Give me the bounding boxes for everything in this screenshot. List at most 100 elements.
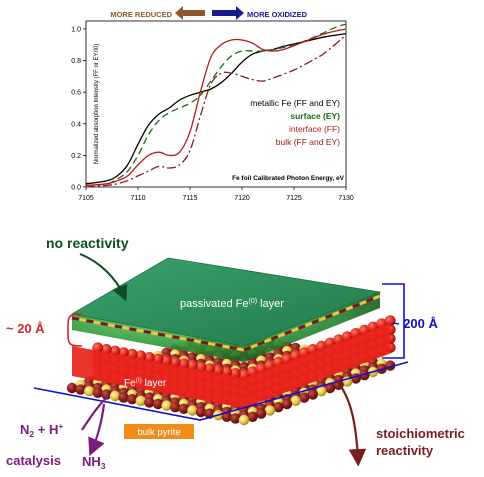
more-oxidized-indicator: MORE OXIDIZED — [212, 6, 308, 20]
legend-surface: surface (EY) — [290, 111, 340, 121]
boundary-stripe-segment — [107, 323, 116, 328]
bulk-iron-atom — [299, 392, 310, 403]
y-tick-label: 0.4 — [71, 121, 81, 128]
no-reactivity-label: no reactivity — [46, 235, 129, 251]
bulk-iron-atom — [127, 394, 138, 405]
boundary-stripe-segment — [325, 313, 333, 319]
passivated-layer-suffix: layer — [257, 298, 284, 310]
bulk-iron-atom — [152, 398, 164, 410]
x-tick-label: 7115 — [182, 195, 197, 202]
n2-subscript: 2 — [29, 429, 34, 439]
bulk-iron-atom — [170, 402, 181, 413]
bulk-iron-atom — [118, 392, 129, 403]
nh3-text: NH — [82, 454, 101, 469]
bulk-iron-atom — [256, 408, 267, 419]
boundary-stripe-segment — [365, 297, 374, 303]
sulfur-atom — [135, 395, 146, 406]
boundary-stripe-segment — [318, 316, 327, 322]
n2-text: N — [20, 422, 29, 437]
legend-metallic-fe: metallic Fe (FF and EY) — [250, 98, 340, 108]
boundary-stripe-segment — [352, 302, 361, 309]
bulk-iron-atom — [247, 411, 258, 422]
depth-20-bracket — [67, 313, 83, 347]
sulfur-atom — [290, 395, 301, 406]
passivated-layer-label: passivated Fe(0) layer — [180, 298, 284, 310]
boundary-stripe-segment — [200, 340, 209, 345]
boundary-stripe-segment — [250, 343, 259, 349]
chart-series-lines — [85, 23, 347, 188]
boundary-stripe-segment — [186, 337, 195, 343]
boundary-stripe-segment — [257, 340, 265, 346]
x-tick-label: 7120 — [234, 195, 250, 202]
left-arrow-icon — [175, 6, 205, 20]
boundary-stripe-segment — [121, 325, 130, 331]
y-tick-label: 0.2 — [71, 153, 81, 160]
more-reduced-indicator: MORE REDUCED — [110, 6, 205, 20]
boundary-stripe-segment — [291, 327, 299, 333]
boundary-stripe-segment — [93, 320, 101, 325]
boundary-stripe-segment — [129, 327, 137, 332]
depth-200-label: ~ 200 Å — [392, 316, 439, 331]
right-arrow-icon — [212, 6, 244, 20]
bulk-iron-atom — [230, 413, 241, 424]
sulfur-atom — [264, 405, 275, 416]
bulk-boundary-outline — [33, 361, 409, 421]
xanes-chart: 7105 7110 7115 7120 7125 7130 0.0 0.2 0.4 0.6 0.8 1… — [71, 6, 354, 202]
boundary-stripe-segment — [114, 324, 123, 329]
boundary-stripe-segment — [359, 300, 367, 306]
fe1-layer-label: Fe(I) layer — [124, 377, 167, 389]
bulk-iron-atom — [66, 382, 78, 394]
passivated-layer-superscript: (0) — [248, 298, 257, 305]
depth-200-bracket — [382, 283, 405, 359]
y-tick-label: 0.8 — [71, 58, 81, 65]
bulk-iron-atom — [359, 370, 370, 381]
sulfur-atom — [109, 390, 121, 402]
boundary-stripe-segment — [236, 347, 245, 352]
bulk-iron-atom — [178, 403, 189, 414]
passivated-layer-text: passivated Fe — [180, 298, 248, 310]
boundary-stripe-segment — [284, 329, 293, 336]
catalysis-label: catalysis — [6, 453, 61, 468]
fe1-layer-text: Fe — [124, 378, 136, 389]
sulfur-atom — [161, 400, 172, 411]
bulk-iron-atom — [101, 389, 112, 400]
fe1-atom — [384, 315, 396, 326]
chart-plot-frame — [85, 20, 347, 188]
bulk-iron-atom — [195, 406, 207, 418]
legend-bulk: bulk (FF and EY) — [276, 137, 340, 147]
boundary-stripe-segment — [86, 319, 94, 324]
y-tick-label: 1.0 — [71, 26, 81, 33]
x-tick-label: 7110 — [130, 195, 145, 202]
fe1-layer-suffix: layer — [142, 378, 167, 389]
chart-axis-ticks: 7105 7110 7115 7120 7125 7130 0.0 0.2 0.4 0.6 0.8 1… — [71, 26, 354, 202]
x-tick-label: 7125 — [286, 195, 302, 202]
bulk-pyrite-box — [124, 424, 194, 439]
layer-boundary-stripe — [71, 294, 381, 352]
bulk-iron-atom — [92, 387, 104, 398]
bulk-iron-atom — [221, 411, 232, 422]
boundary-stripe-segment — [157, 332, 166, 337]
boundary-stripe-segment — [297, 324, 306, 330]
no-reactivity-arrow — [79, 253, 128, 302]
boundary-stripe-segment — [304, 321, 313, 328]
more-oxidized-label: MORE OXIDIZED — [247, 10, 308, 19]
boundary-stripe-segment — [331, 310, 340, 317]
stoichiometric-label: stoichiometric — [376, 426, 465, 441]
sulfur-atom — [238, 414, 250, 426]
boundary-stripe-segment — [150, 331, 159, 336]
boundary-stripe-segment — [243, 345, 252, 352]
bulk-pyrite-label: bulk pyrite — [137, 427, 180, 438]
chart-legend: metallic Fe (FF and EY) surface (EY) int… — [250, 98, 340, 147]
boundary-stripe-segment — [277, 332, 286, 338]
series-line-1 — [85, 23, 347, 187]
stoichiometric-arrow — [335, 379, 367, 467]
more-reduced-label: MORE REDUCED — [110, 10, 172, 19]
passivated-top-face — [70, 257, 382, 347]
nh3-subscript: 3 — [101, 461, 106, 471]
y-tick-label: 0.0 — [71, 185, 81, 192]
boundary-stripe-segment — [311, 318, 320, 325]
boundary-stripe-segment — [172, 335, 180, 340]
boundary-stripe-segment — [179, 336, 187, 341]
boundary-stripe-segment — [229, 345, 238, 351]
